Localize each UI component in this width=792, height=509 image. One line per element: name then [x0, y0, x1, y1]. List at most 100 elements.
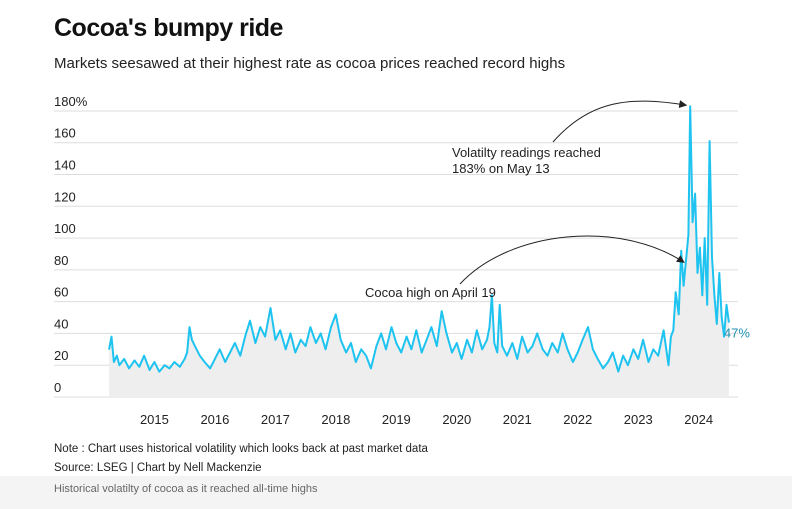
data-point — [254, 342, 257, 344]
annotation-line: 183% on May 13 — [452, 161, 550, 176]
data-point — [380, 332, 382, 335]
data-point — [602, 367, 604, 369]
data-point — [657, 355, 659, 357]
y-tick-label: 160 — [54, 126, 76, 141]
data-point — [224, 361, 226, 363]
y-tick-label: 0 — [54, 380, 61, 395]
data-point — [607, 361, 609, 363]
caption-band — [0, 476, 792, 509]
data-point — [415, 329, 417, 331]
annotations: Volatilty readings reached 183% on May 13… — [365, 100, 688, 300]
y-tick-label: 180% — [54, 94, 88, 109]
chart-subtitle: Markets seesawed at their highest rate a… — [54, 55, 566, 72]
data-point — [572, 361, 574, 363]
data-point — [191, 339, 193, 341]
x-tick-label: 2018 — [321, 412, 350, 427]
x-tick-label: 2017 — [261, 412, 290, 427]
data-point — [406, 336, 408, 338]
data-point — [696, 272, 699, 274]
data-point — [642, 339, 644, 341]
data-point — [345, 351, 347, 354]
data-point — [128, 367, 130, 369]
data-point — [699, 247, 701, 249]
data-point — [153, 361, 156, 363]
data-point — [682, 285, 685, 287]
data-point — [718, 272, 720, 274]
chart-source: Source: LSEG | Chart by Nell Mackenzie — [54, 462, 262, 474]
data-point — [456, 342, 458, 344]
data-point — [481, 348, 483, 350]
data-point — [536, 332, 538, 335]
x-tick-label: 2021 — [503, 412, 532, 427]
volatility-chart: 0 20 40 60 80 100 120 140 160 180% 2015 2016 2017 201… — [54, 94, 750, 427]
data-point — [148, 369, 151, 371]
data-point — [670, 336, 672, 338]
image-caption: Historical volatilty of cocoa as it reac… — [54, 483, 318, 495]
data-point — [551, 342, 553, 344]
data-point — [116, 355, 118, 357]
data-point — [269, 307, 272, 309]
data-point — [506, 355, 508, 357]
data-point — [546, 355, 549, 357]
data-point — [315, 342, 317, 344]
data-point — [557, 351, 559, 354]
data-point — [375, 345, 377, 347]
data-point — [138, 366, 140, 368]
data-point — [430, 326, 432, 328]
data-point — [168, 367, 171, 369]
data-point — [110, 336, 113, 338]
data-point — [597, 358, 599, 360]
data-point — [436, 345, 438, 347]
data-point — [461, 358, 463, 360]
data-point — [445, 332, 448, 335]
chart-title: Cocoa's bumpy ride — [54, 14, 283, 42]
data-point — [706, 304, 708, 306]
annotation-cocoa-high: Cocoa high on April 19 — [365, 285, 496, 300]
data-point — [289, 332, 292, 335]
data-point — [701, 294, 703, 296]
x-tick-label: 2023 — [624, 412, 653, 427]
data-point — [204, 361, 206, 363]
data-point — [184, 358, 186, 360]
data-point — [173, 361, 175, 363]
data-point — [711, 256, 713, 258]
data-point — [244, 336, 246, 338]
annotation-arrow — [459, 235, 685, 285]
data-point — [627, 364, 629, 366]
data-point — [476, 329, 478, 331]
data-point — [728, 321, 730, 323]
data-point — [214, 358, 216, 360]
chart-note: Note : Chart uses historical volatility … — [54, 443, 428, 455]
x-tick-label: 2024 — [684, 412, 713, 427]
data-point — [488, 326, 491, 328]
data-point — [355, 361, 357, 363]
data-point — [486, 339, 488, 341]
data-point — [577, 351, 579, 354]
data-point — [324, 348, 327, 350]
data-point — [188, 326, 191, 328]
data-point — [516, 358, 518, 360]
series-line — [108, 105, 730, 373]
data-point — [113, 361, 115, 363]
data-point — [692, 221, 694, 223]
data-point — [395, 342, 397, 344]
data-point — [425, 339, 428, 341]
data-point — [279, 329, 281, 331]
data-point — [689, 105, 691, 107]
data-point — [370, 367, 372, 369]
data-point — [259, 326, 261, 328]
data-point — [410, 348, 413, 350]
data-point — [229, 351, 231, 354]
data-point — [365, 355, 367, 357]
data-point — [350, 342, 352, 344]
data-point — [309, 326, 312, 328]
axis-labels: 0 20 40 60 80 100 120 140 160 180% 2015 2016 2017 201… — [54, 94, 750, 427]
data-point — [581, 339, 584, 341]
data-point — [617, 370, 619, 373]
data-point — [400, 351, 402, 354]
y-tick-label: 40 — [54, 316, 68, 331]
data-point — [305, 345, 307, 347]
data-point — [663, 329, 665, 331]
data-point — [285, 348, 287, 350]
data-point — [179, 366, 181, 368]
